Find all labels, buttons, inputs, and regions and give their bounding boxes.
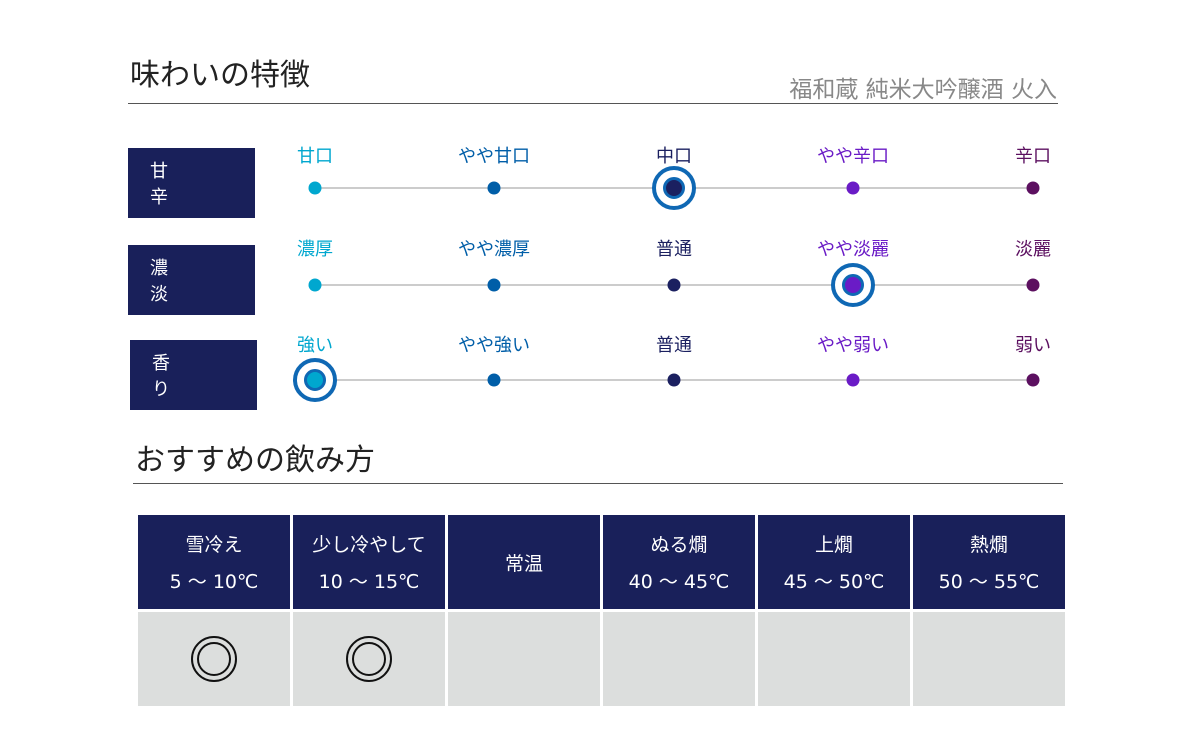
scale-level-label: 弱い [1015,335,1051,356]
drink-style-header: 上燗 45 ～ 50℃ [758,515,910,609]
drink-style-header: 熱燗 50 ～ 55℃ [913,515,1065,609]
drink-style-header: ぬる燗 40 ～ 45℃ [603,515,755,609]
scale-dot [667,373,681,387]
taste-row-label: 香 り [130,340,257,410]
scale-level-label: やや辛口 [817,146,889,167]
scale-dot [1026,373,1040,387]
drink-style-temp: 45 ～ 50℃ [783,571,885,593]
drink-style-rating [758,612,910,706]
drink-style-rating [293,612,445,706]
drink-style-temp: 40 ～ 45℃ [628,571,730,593]
scale-level-label: 普通 [656,239,692,260]
drink-style-name: 常温 [504,552,543,575]
scale-level-label: やや濃厚 [458,239,530,260]
taste-row-label: 甘 辛 [128,148,255,218]
drink-style-name: 熱燗 [969,534,1008,556]
scale-dot [846,181,860,195]
scale-level-label: やや淡麗 [817,239,889,260]
scale-dot [487,373,501,387]
scale-level-label: 辛口 [1015,146,1051,167]
section-title-drink: おすすめの飲み方 [135,443,375,478]
scale-level-label: 中口 [656,146,692,167]
taste-row-label: 濃 淡 [128,245,255,315]
drink-style-name: 雪冷え [185,534,243,556]
scale-level-label: 淡麗 [1015,239,1051,260]
scale-dot [1026,181,1040,195]
scale-level-label: 強い [297,335,333,356]
scale-dot [308,181,322,195]
divider [133,483,1063,484]
selected-marker [652,166,696,210]
drink-style-temp: 10 ～ 15℃ [318,571,420,593]
double-circle-icon [191,636,237,682]
drink-style-header: 常温 [448,515,600,609]
drink-style-header: 雪冷え 5 ～ 10℃ [138,515,290,609]
drink-style-rating [138,612,290,706]
scale-level-label: やや甘口 [458,146,530,167]
drink-style-name: 上燗 [814,534,853,556]
scale-dot [487,181,501,195]
drink-style-temp: 50 ～ 55℃ [938,571,1040,593]
double-circle-icon [346,636,392,682]
selected-marker [831,263,875,307]
drink-style-temp: 5 ～ 10℃ [169,571,259,593]
scale-dot [667,278,681,292]
drink-style-rating [913,612,1065,706]
scale-level-label: 濃厚 [297,239,333,260]
scale-level-label: やや弱い [817,335,889,356]
scale-dot [487,278,501,292]
drink-style-header: 少し冷やして 10 ～ 15℃ [293,515,445,609]
section-title-taste: 味わいの特徴 [130,58,310,93]
scale-dot [846,373,860,387]
drink-style-name: ぬる燗 [650,534,708,556]
divider [128,103,1058,104]
scale-dot [308,278,322,292]
drink-style-rating [448,612,600,706]
scale-level-label: 普通 [656,335,692,356]
selected-marker [293,358,337,402]
scale-dot [1026,278,1040,292]
drink-style-rating [603,612,755,706]
product-name: 福和蔵 純米大吟醸酒 火入 [789,77,1057,103]
scale-level-label: 甘口 [297,146,333,167]
scale-level-label: やや強い [458,335,530,356]
drink-style-name: 少し冷やして [312,534,426,556]
